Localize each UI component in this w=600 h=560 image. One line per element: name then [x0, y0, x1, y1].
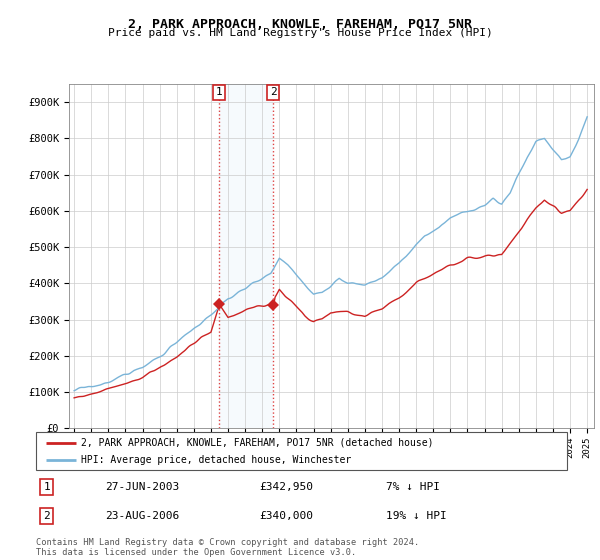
Text: 2, PARK APPROACH, KNOWLE, FAREHAM, PO17 5NR: 2, PARK APPROACH, KNOWLE, FAREHAM, PO17 …	[128, 18, 472, 31]
Text: £340,000: £340,000	[259, 511, 313, 521]
Text: 2: 2	[43, 511, 50, 521]
Text: 7% ↓ HPI: 7% ↓ HPI	[386, 482, 440, 492]
Text: Contains HM Land Registry data © Crown copyright and database right 2024.
This d: Contains HM Land Registry data © Crown c…	[36, 538, 419, 557]
Bar	[220, 84, 273, 428]
Text: 23-AUG-2006: 23-AUG-2006	[105, 511, 179, 521]
Text: Price paid vs. HM Land Registry's House Price Index (HPI): Price paid vs. HM Land Registry's House …	[107, 28, 493, 38]
Text: 19% ↓ HPI: 19% ↓ HPI	[386, 511, 447, 521]
Text: 27-JUN-2003: 27-JUN-2003	[105, 482, 179, 492]
Text: 2: 2	[270, 87, 277, 97]
Text: £342,950: £342,950	[259, 482, 313, 492]
Text: HPI: Average price, detached house, Winchester: HPI: Average price, detached house, Winc…	[81, 455, 352, 465]
Text: 1: 1	[216, 87, 223, 97]
Text: 1: 1	[43, 482, 50, 492]
Text: 2, PARK APPROACH, KNOWLE, FAREHAM, PO17 5NR (detached house): 2, PARK APPROACH, KNOWLE, FAREHAM, PO17 …	[81, 437, 434, 447]
FancyBboxPatch shape	[36, 432, 567, 470]
